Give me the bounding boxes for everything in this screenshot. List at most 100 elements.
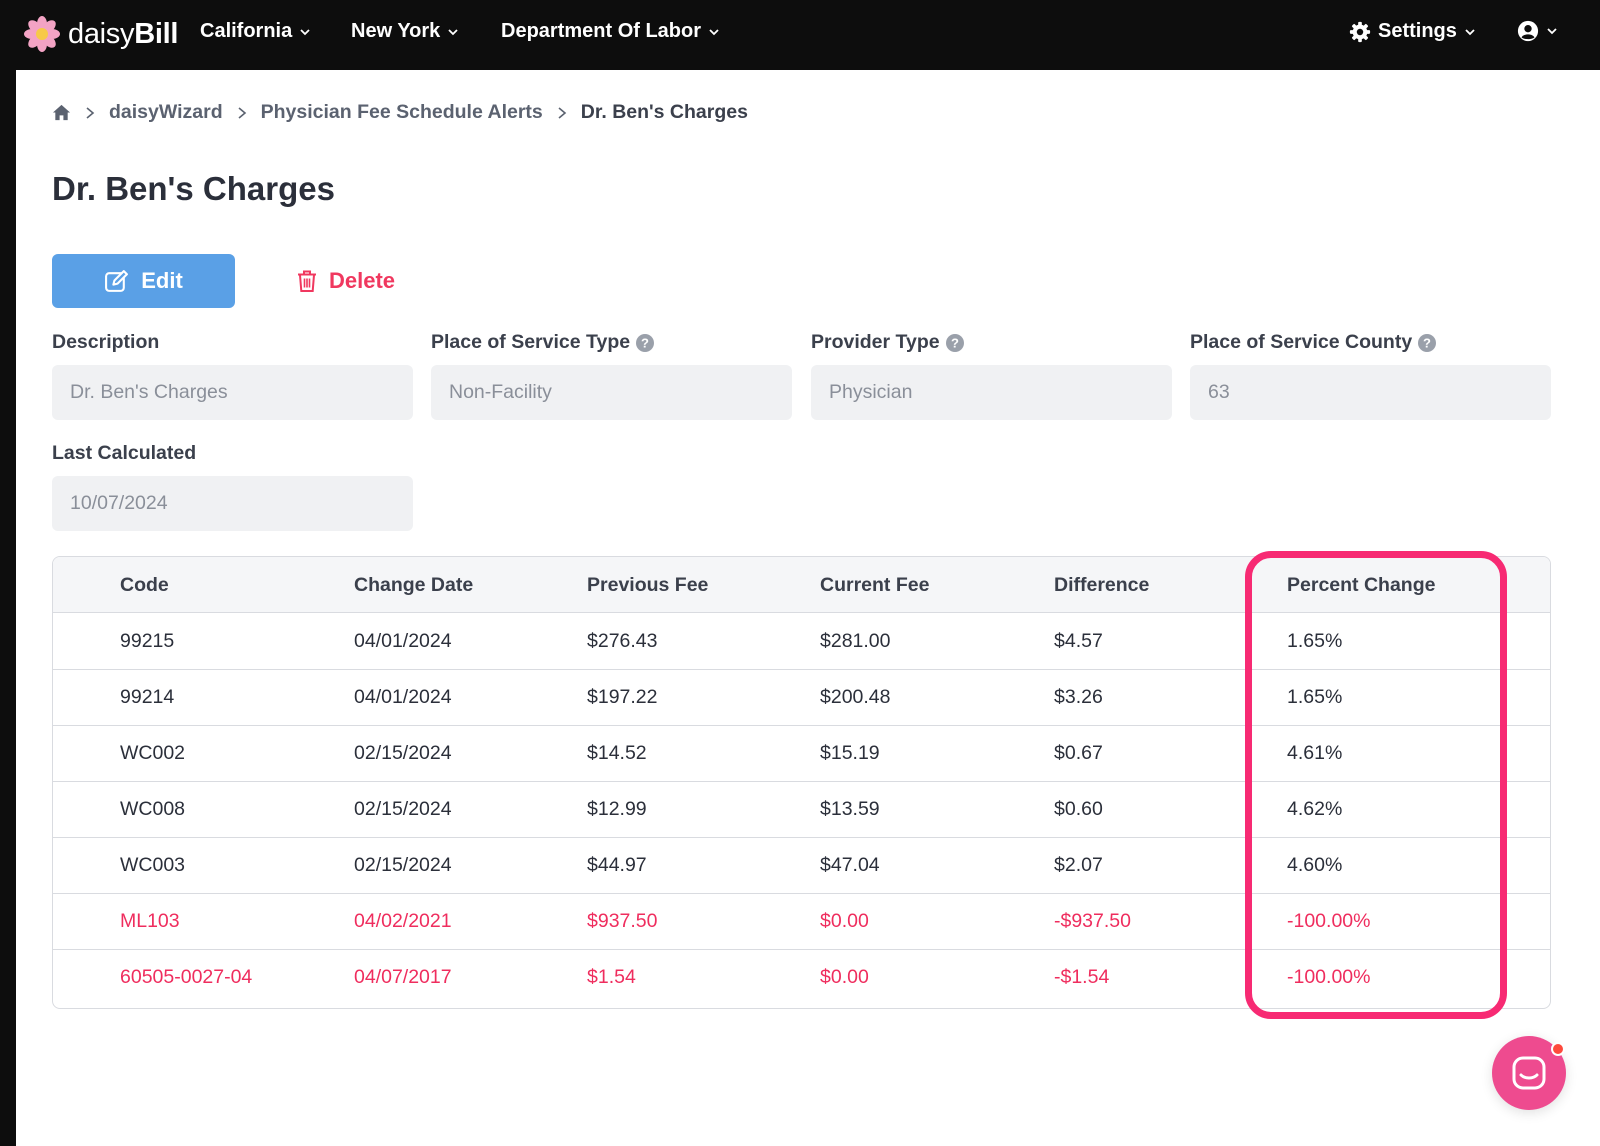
table-header: Code Change Date Previous Fee Current Fe… bbox=[53, 557, 1550, 613]
last-calculated-field[interactable]: 10/07/2024 bbox=[52, 476, 413, 531]
daisy-logo-icon bbox=[24, 16, 60, 52]
column-header-percent-change[interactable]: Percent Change bbox=[1287, 574, 1436, 596]
field-value: 63 bbox=[1208, 381, 1230, 403]
chevron-right-icon bbox=[558, 106, 567, 119]
place-of-service-county-field[interactable]: 63 bbox=[1190, 365, 1551, 420]
nav-menu-california[interactable]: California bbox=[200, 20, 311, 43]
help-icon[interactable]: ? bbox=[1418, 333, 1437, 352]
table-row-removed[interactable]: 60505-0027-04 04/07/2017 $1.54 $0.00 -$1… bbox=[53, 950, 1550, 1006]
provider-type-label: Provider Type ? bbox=[811, 331, 964, 354]
nav-menu-label: Department Of Labor bbox=[501, 20, 702, 42]
cell-change-date: 04/01/2024 bbox=[354, 686, 452, 708]
cell-percent-change: 4.60% bbox=[1287, 854, 1343, 876]
edit-icon bbox=[105, 269, 129, 292]
page-title: Dr. Ben's Charges bbox=[52, 170, 335, 207]
chevron-down-icon bbox=[1547, 28, 1557, 35]
logo-text-light: daisy bbox=[68, 17, 135, 50]
field-value: Dr. Ben's Charges bbox=[70, 381, 228, 403]
nav-menu-new-york[interactable]: New York bbox=[351, 20, 459, 43]
edit-button[interactable]: Edit bbox=[52, 254, 235, 308]
field-label-text: Last Calculated bbox=[52, 442, 197, 464]
svg-text:?: ? bbox=[641, 335, 649, 350]
column-header-difference[interactable]: Difference bbox=[1054, 574, 1150, 596]
place-of-service-county-label: Place of Service County ? bbox=[1190, 331, 1437, 354]
cell-code: WC003 bbox=[120, 854, 186, 876]
settings-menu[interactable]: Settings bbox=[1349, 20, 1476, 43]
cell-percent-change: 4.61% bbox=[1287, 742, 1343, 764]
cell-difference: $2.07 bbox=[1054, 854, 1103, 876]
breadcrumb-current: Dr. Ben's Charges bbox=[580, 101, 748, 123]
delete-button[interactable]: Delete bbox=[297, 262, 395, 300]
cell-previous-fee: $197.22 bbox=[587, 686, 658, 708]
nav-menu-label: New York bbox=[351, 20, 441, 42]
cell-percent-change: 1.65% bbox=[1287, 686, 1343, 708]
breadcrumb-item-daisywizard[interactable]: daisyWizard bbox=[109, 101, 223, 123]
app-logo[interactable]: daisyBill bbox=[24, 16, 178, 52]
nav-menu-label: California bbox=[200, 20, 293, 42]
field-value: 10/07/2024 bbox=[70, 492, 168, 514]
help-icon[interactable]: ? bbox=[945, 333, 964, 352]
column-header-change-date[interactable]: Change Date bbox=[354, 574, 474, 596]
chevron-down-icon bbox=[300, 28, 310, 35]
cell-previous-fee: $12.99 bbox=[587, 798, 647, 820]
delete-button-label: Delete bbox=[329, 268, 396, 293]
cell-previous-fee: $44.97 bbox=[587, 854, 647, 876]
notification-dot bbox=[1551, 1042, 1565, 1056]
last-calculated-label: Last Calculated bbox=[52, 442, 196, 465]
table-row[interactable]: 99215 04/01/2024 $276.43 $281.00 $4.57 1… bbox=[53, 614, 1550, 670]
logo-text: daisyBill bbox=[68, 18, 178, 51]
description-field[interactable]: Dr. Ben's Charges bbox=[52, 365, 413, 420]
cell-change-date: 02/15/2024 bbox=[354, 742, 452, 764]
fee-changes-table: Code Change Date Previous Fee Current Fe… bbox=[52, 556, 1551, 1009]
column-header-current-fee[interactable]: Current Fee bbox=[820, 574, 930, 596]
svg-text:?: ? bbox=[1423, 335, 1431, 350]
help-icon[interactable]: ? bbox=[636, 333, 655, 352]
cell-code: 60505-0027-04 bbox=[120, 966, 253, 988]
cell-code: WC002 bbox=[120, 742, 186, 764]
cell-previous-fee: $14.52 bbox=[587, 742, 647, 764]
cell-current-fee: $0.00 bbox=[820, 966, 869, 988]
table-row[interactable]: WC003 02/15/2024 $44.97 $47.04 $2.07 4.6… bbox=[53, 838, 1550, 894]
cell-difference: $0.67 bbox=[1054, 742, 1103, 764]
table-row[interactable]: WC002 02/15/2024 $14.52 $15.19 $0.67 4.6… bbox=[53, 726, 1550, 782]
cell-change-date: 02/15/2024 bbox=[354, 798, 452, 820]
cell-current-fee: $0.00 bbox=[820, 910, 869, 932]
cell-percent-change: 4.62% bbox=[1287, 798, 1343, 820]
cell-current-fee: $15.19 bbox=[820, 742, 880, 764]
settings-label: Settings bbox=[1378, 20, 1457, 42]
column-header-code[interactable]: Code bbox=[120, 574, 169, 596]
cell-change-date: 02/15/2024 bbox=[354, 854, 452, 876]
description-label: Description bbox=[52, 331, 159, 354]
place-of-service-type-field[interactable]: Non-Facility bbox=[431, 365, 792, 420]
table-row-removed[interactable]: ML103 04/02/2021 $937.50 $0.00 -$937.50 … bbox=[53, 894, 1550, 950]
cell-previous-fee: $937.50 bbox=[587, 910, 658, 932]
cell-difference: -$937.50 bbox=[1054, 910, 1131, 932]
cell-difference: $4.57 bbox=[1054, 630, 1103, 652]
cell-change-date: 04/01/2024 bbox=[354, 630, 452, 652]
table-row[interactable]: 99214 04/01/2024 $197.22 $200.48 $3.26 1… bbox=[53, 670, 1550, 726]
field-label-text: Place of Service Type bbox=[431, 331, 631, 353]
provider-type-field[interactable]: Physician bbox=[811, 365, 1172, 420]
cell-current-fee: $13.59 bbox=[820, 798, 880, 820]
user-menu[interactable] bbox=[1517, 20, 1558, 42]
table-row[interactable]: WC008 02/15/2024 $12.99 $13.59 $0.60 4.6… bbox=[53, 782, 1550, 838]
breadcrumb: daisyWizard Physician Fee Schedule Alert… bbox=[52, 101, 748, 124]
breadcrumb-item-fee-schedule-alerts[interactable]: Physician Fee Schedule Alerts bbox=[260, 101, 543, 123]
nav-menu-department-of-labor[interactable]: Department Of Labor bbox=[501, 20, 720, 43]
cell-code: WC008 bbox=[120, 798, 186, 820]
home-icon[interactable] bbox=[52, 103, 71, 122]
scrollbar-track[interactable] bbox=[1584, 70, 1600, 1146]
user-circle-icon bbox=[1517, 20, 1539, 42]
chevron-right-icon bbox=[238, 106, 246, 119]
cell-change-date: 04/07/2017 bbox=[354, 966, 452, 988]
cell-previous-fee: $1.54 bbox=[587, 966, 636, 988]
cell-current-fee: $47.04 bbox=[820, 854, 880, 876]
field-value: Non-Facility bbox=[449, 381, 552, 403]
cell-current-fee: $281.00 bbox=[820, 630, 891, 652]
cell-previous-fee: $276.43 bbox=[587, 630, 658, 652]
field-value: Physician bbox=[829, 381, 913, 403]
column-header-previous-fee[interactable]: Previous Fee bbox=[587, 574, 709, 596]
logo-text-bold: Bill bbox=[134, 17, 179, 50]
field-label-text: Description bbox=[52, 331, 160, 353]
top-navbar: daisyBill California New York Department… bbox=[0, 0, 1600, 70]
